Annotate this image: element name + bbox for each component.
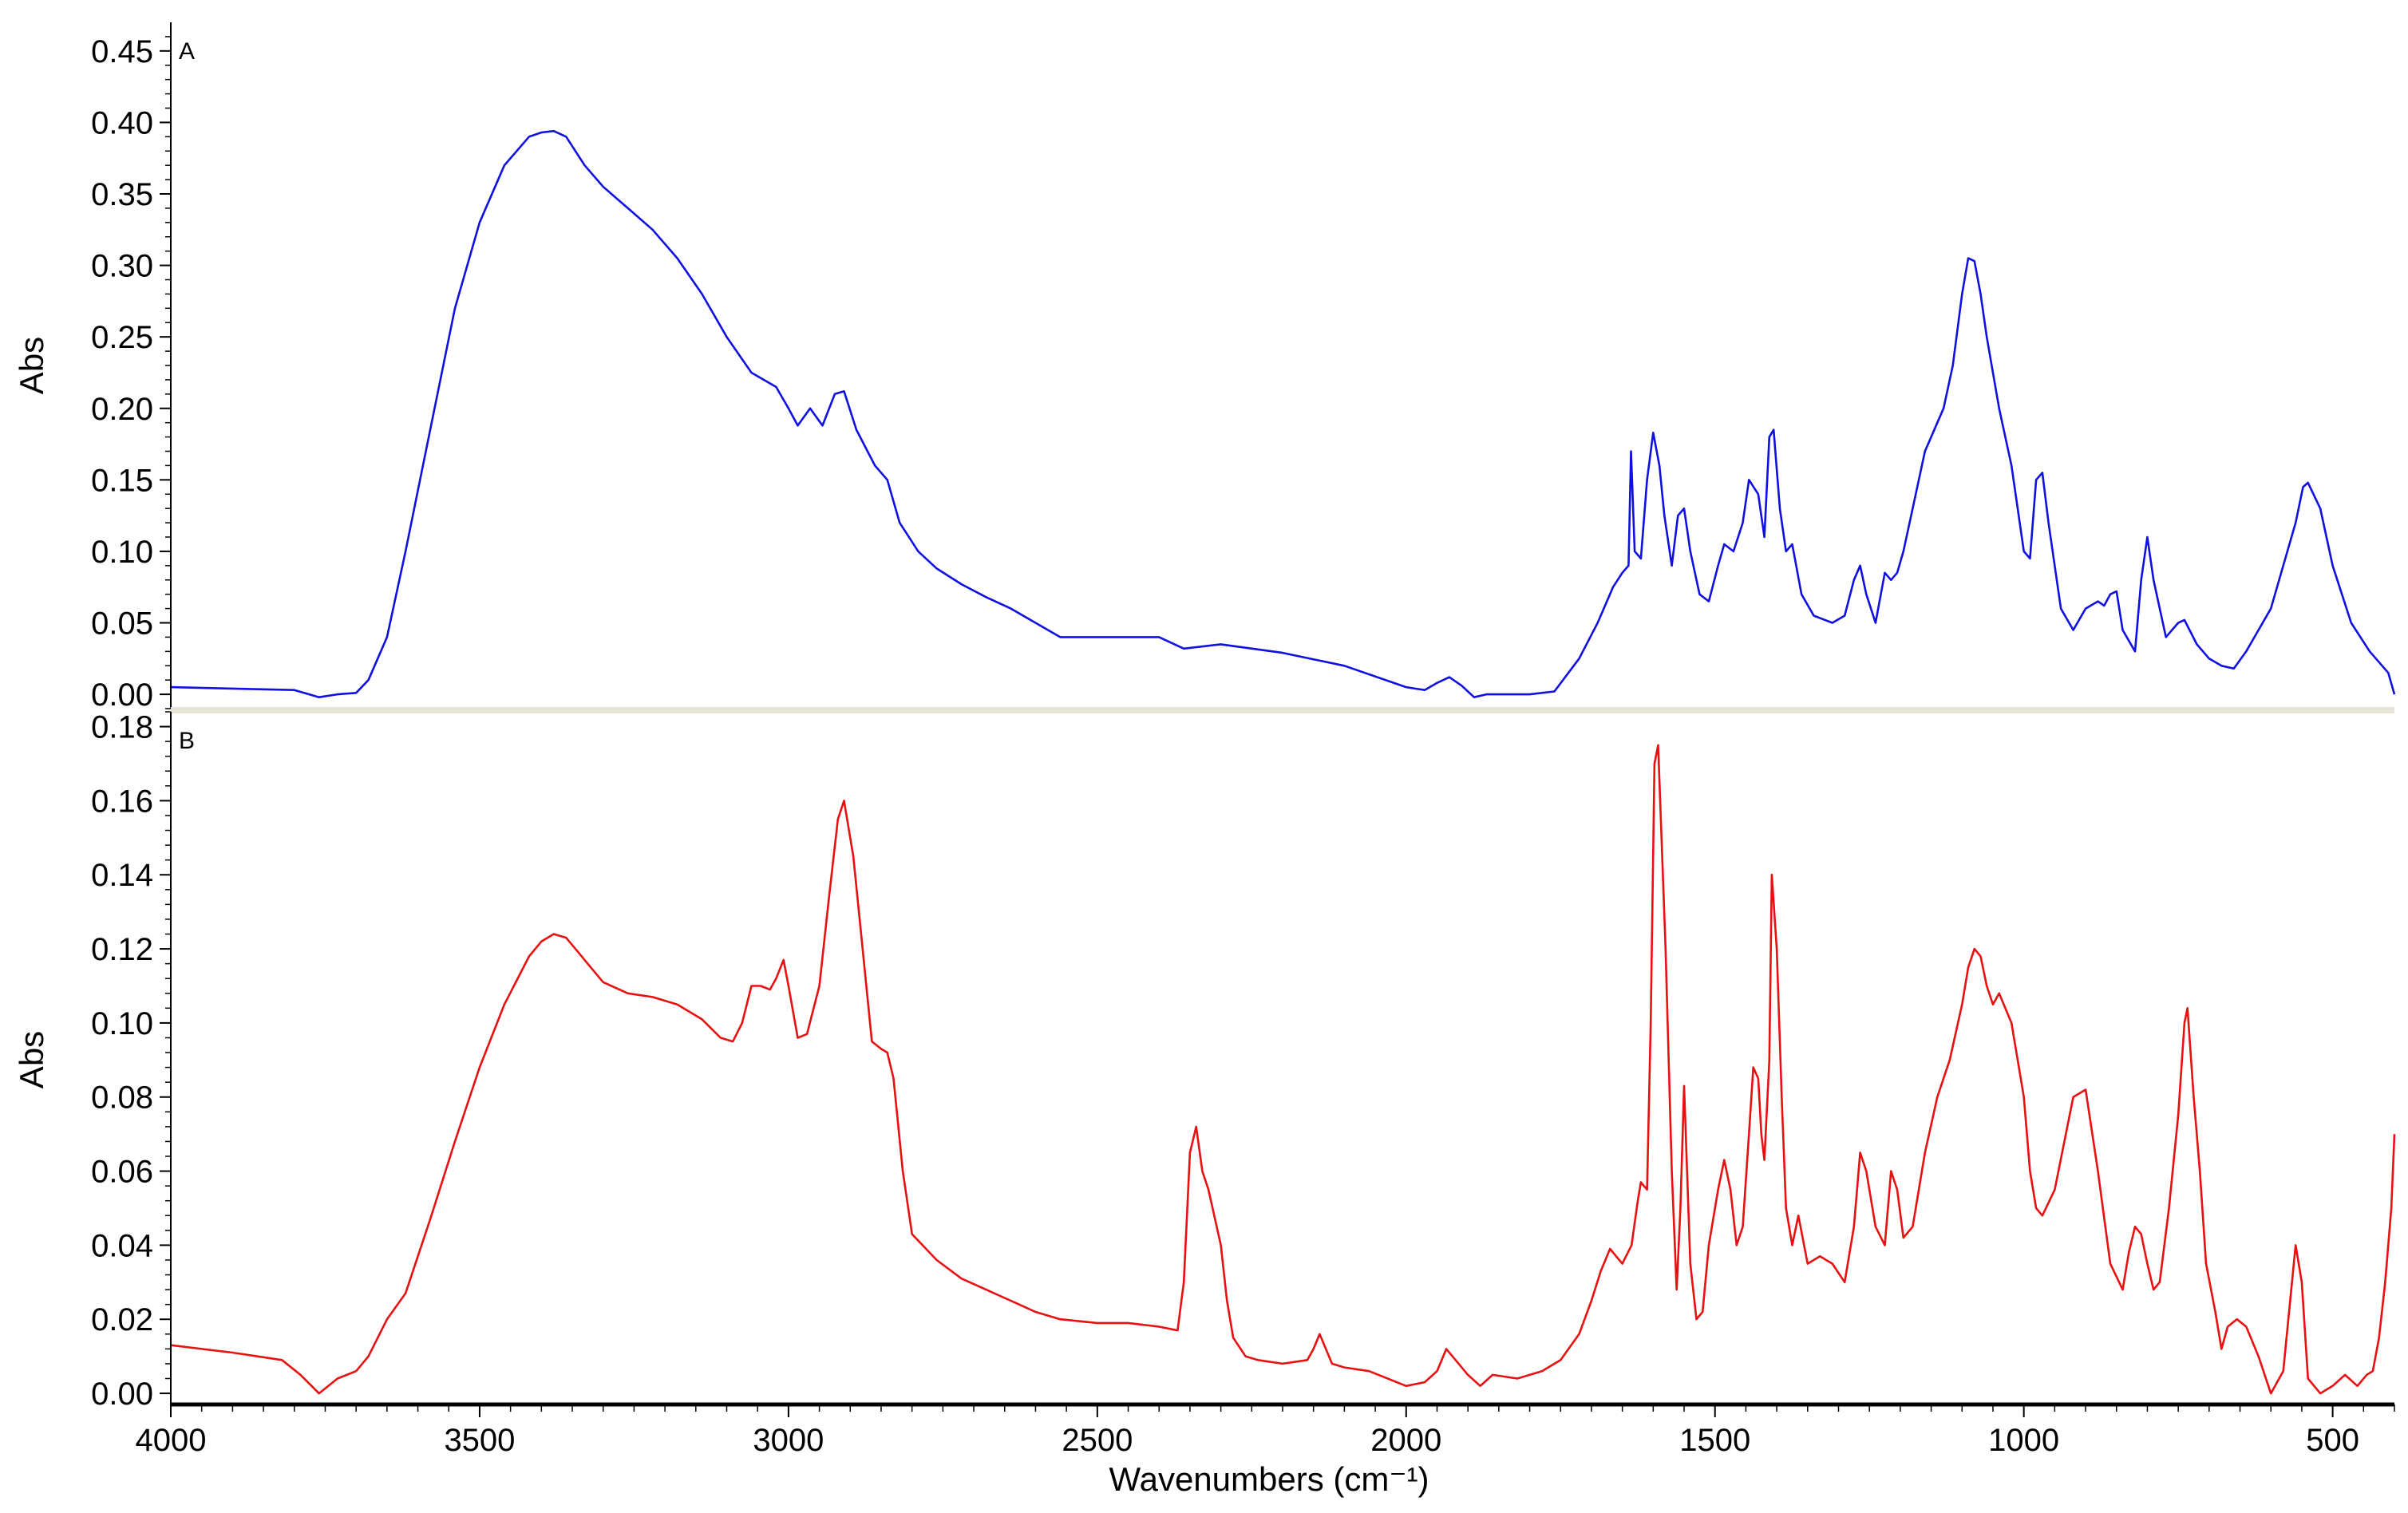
panel-a-y-tick-label: 0.10 bbox=[91, 535, 153, 570]
panel-a-label: A bbox=[179, 38, 195, 65]
panel-b-spectrum-line bbox=[170, 744, 2396, 1395]
x-tick-label: 500 bbox=[2306, 1423, 2359, 1458]
x-axis: 4000 3500 3000 2500 2000 1500 1000 500 Wavenumb… bbox=[136, 1402, 2395, 1498]
panel-b-y-tick-label: 0.12 bbox=[91, 932, 153, 967]
x-tick-label: 1000 bbox=[1988, 1423, 2059, 1458]
panel-b-y-axis-ticks: 0.00 0.02 0.04 0.06 0.08 0.10 0.12 0.14 0.16 0.18 bbox=[91, 710, 171, 1412]
x-axis-title: Wavenumbers (cm⁻¹) bbox=[1109, 1460, 1429, 1498]
panel-a-y-tick-label: 0.35 bbox=[91, 177, 153, 212]
panel-a-y-tick-label: 0.20 bbox=[91, 392, 153, 427]
panel-b-label: B bbox=[179, 728, 195, 754]
panel-b-plot-area bbox=[170, 744, 2396, 1395]
panel-a-plot-area bbox=[170, 129, 2396, 698]
panel-b-y-tick-label: 0.16 bbox=[91, 784, 153, 819]
x-tick-label: 1500 bbox=[1679, 1423, 1750, 1458]
panel-b-y-tick-label: 0.02 bbox=[91, 1302, 153, 1337]
x-tick-label: 3500 bbox=[444, 1423, 515, 1458]
panel-b-y-tick-label: 0.18 bbox=[91, 710, 153, 745]
panel-a-ylabel: Abs bbox=[13, 337, 50, 394]
panel-a-y-tick-label: 0.05 bbox=[91, 606, 153, 642]
x-tick-label: 4000 bbox=[136, 1423, 207, 1458]
x-tick-label: 3000 bbox=[753, 1423, 824, 1458]
panel-a-y-tick-label: 0.00 bbox=[91, 677, 153, 713]
panel-a-y-tick-label: 0.40 bbox=[91, 105, 153, 140]
panel-a-spectrum-line bbox=[170, 129, 2396, 698]
panel-b-y-tick-label: 0.14 bbox=[91, 858, 153, 893]
panel-b: 0.00 0.02 0.04 0.06 0.08 0.10 0.12 0.14 0.16 0.18… bbox=[13, 710, 2396, 1412]
panel-a-y-tick-label: 0.25 bbox=[91, 320, 153, 355]
panel-a-y-axis-ticks: 0.00 0.05 0.10 0.15 0.20 0.25 0.30 0.35 0.40 0.45 bbox=[91, 34, 171, 713]
x-tick-label: 2000 bbox=[1370, 1423, 1441, 1458]
panel-a-y-tick-label: 0.30 bbox=[91, 249, 153, 284]
panel-b-y-tick-label: 0.06 bbox=[91, 1155, 153, 1190]
x-axis-ticks: 4000 3500 3000 2500 2000 1500 1000 500 bbox=[136, 1404, 2395, 1458]
panel-b-y-tick-label: 0.00 bbox=[91, 1377, 153, 1412]
panel-a-y-tick-label: 0.45 bbox=[91, 34, 153, 69]
panel-b-ylabel: Abs bbox=[13, 1031, 50, 1088]
panel-b-y-tick-label: 0.10 bbox=[91, 1006, 153, 1041]
x-tick-label: 2500 bbox=[1062, 1423, 1133, 1458]
panel-a: 0.00 0.05 0.10 0.15 0.20 0.25 0.30 0.35 0.40 0.45… bbox=[13, 22, 2396, 713]
panel-a-y-tick-label: 0.15 bbox=[91, 463, 153, 498]
panel-b-y-tick-label: 0.04 bbox=[91, 1228, 153, 1263]
panel-b-y-tick-label: 0.08 bbox=[91, 1080, 153, 1116]
